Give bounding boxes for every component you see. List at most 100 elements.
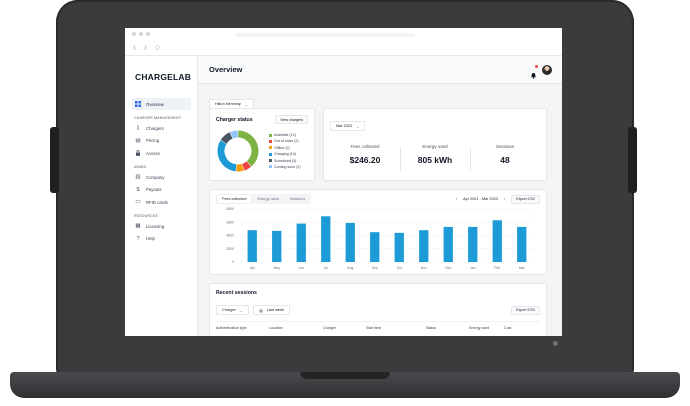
window-dot-icon[interactable]	[139, 32, 143, 36]
legend-swatch	[269, 133, 272, 137]
sidebar-item-label: Licensing	[146, 223, 165, 229]
fees-bar-chart: $400 $300 $200 $100 0 Apr May Jun Jul Aug Sep Oct No…	[226, 207, 534, 270]
tab-energy-used[interactable]: Energy used	[257, 197, 279, 201]
x-tick-label: May	[274, 266, 281, 270]
charger-status-title: Charger status	[216, 116, 253, 123]
notification-badge	[535, 65, 538, 68]
bar-oct[interactable]	[394, 232, 404, 262]
window-dot-icon[interactable]	[132, 32, 136, 36]
month-select[interactable]: Mar 2023 ⌄	[330, 121, 366, 131]
bar-may[interactable]	[272, 230, 282, 262]
legend-item: Scheduled (3)	[269, 157, 301, 163]
bar-nov[interactable]	[419, 230, 429, 262]
usage-chart-card: Fees collected Energy used Sessions ‹ Ap…	[209, 189, 547, 275]
sidebar-item-label: Chargers	[146, 125, 164, 131]
nav-section-heading: RESOURCES	[134, 214, 158, 218]
sidebar-item-rfid-cards[interactable]: ▭ RFID cards	[132, 196, 191, 208]
bar-aug[interactable]	[345, 222, 355, 262]
sidebar: CHARGELAB Overview CHARGER MANAGEMENT ▯ …	[125, 56, 198, 336]
sidebar-item-help[interactable]: ? Help	[132, 233, 191, 245]
building-icon: ▥	[135, 174, 141, 180]
previous-range-button[interactable]: ‹	[455, 197, 458, 201]
grid-icon	[135, 101, 141, 107]
y-tick-label: $200	[226, 234, 234, 238]
donut-segment	[236, 163, 244, 172]
table-column-header[interactable]: Energy used	[469, 326, 490, 330]
sidebar-item-pricing[interactable]: ▤ Pricing	[132, 135, 191, 147]
bar-dec[interactable]	[443, 226, 453, 262]
back-arrow-icon[interactable]: ‹	[133, 42, 136, 52]
table-column-header[interactable]: Location	[269, 326, 283, 330]
brand-name: CHARGELAB	[135, 71, 192, 82]
bar-sep[interactable]	[370, 232, 380, 262]
notifications-button[interactable]	[530, 65, 538, 79]
sidebar-item-licensing[interactable]: ▦ Licensing	[132, 220, 191, 232]
y-tick-label: $300	[226, 220, 234, 224]
forward-arrow-icon[interactable]: ›	[144, 42, 147, 52]
top-bar-actions	[530, 64, 552, 79]
sidebar-item-label: Overview	[146, 101, 164, 107]
period-filter-select[interactable]: ▦ Last week	[253, 305, 290, 315]
table-column-header[interactable]: Start time	[366, 326, 382, 330]
charger-icon: ▯	[136, 125, 140, 131]
sidebar-item-access[interactable]: Access	[132, 147, 191, 159]
donut-segment	[242, 161, 252, 171]
metric-label: Energy used	[422, 144, 448, 149]
metric-label: Fees collected	[350, 144, 380, 149]
bar-mar[interactable]	[517, 226, 527, 262]
table-column-header[interactable]: Cost	[504, 326, 512, 330]
x-tick-label: Dec	[445, 266, 451, 270]
laptop-hinge-right	[628, 127, 637, 193]
y-tick-label: $100	[226, 247, 234, 251]
browser-toolbar: ‹ › ○	[125, 28, 562, 56]
next-range-button[interactable]: ›	[503, 197, 506, 201]
card-icon: ▭	[135, 199, 141, 205]
bar-apr[interactable]	[247, 230, 257, 262]
window-dot-icon[interactable]	[146, 32, 150, 36]
sidebar-item-company[interactable]: ▥ Company	[132, 171, 191, 183]
avatar[interactable]	[542, 64, 552, 75]
browser-nav: ‹ › ○	[133, 42, 160, 52]
sidebar-item-label: Company	[146, 174, 165, 180]
x-tick-label: Jun	[299, 266, 305, 270]
date-range-label: Apr 2021 - Mar 2023	[463, 197, 498, 201]
bar-jun[interactable]	[296, 223, 306, 262]
sidebar-item-label: Access	[146, 150, 160, 156]
browser-tab-strip[interactable]	[235, 33, 415, 37]
bar-jan[interactable]	[468, 226, 478, 262]
nav-section-heading: CHARGER MANAGEMENT	[134, 116, 182, 120]
tab-sessions[interactable]: Sessions	[289, 197, 306, 201]
sidebar-item-label: Payouts	[146, 187, 162, 192]
legend-item: Charging (10)	[269, 151, 301, 157]
calendar-icon: ▦	[259, 307, 263, 313]
sessions-export-csv-button[interactable]: Export CSV	[511, 305, 540, 315]
x-tick-label: Aug	[347, 266, 353, 270]
sidebar-item-chargers[interactable]: ▯ Chargers	[132, 122, 191, 134]
chevron-down-icon: ⌄	[356, 123, 360, 129]
reload-icon[interactable]: ○	[155, 42, 161, 52]
laptop-hinge-left	[50, 127, 59, 193]
sidebar-item-overview[interactable]: Overview	[132, 98, 191, 110]
bar-feb[interactable]	[492, 220, 502, 262]
export-csv-button[interactable]: Export CSV	[511, 194, 540, 204]
x-tick-label: Oct	[397, 266, 402, 270]
table-column-header[interactable]: Authentication type	[216, 326, 247, 330]
metric-value: 48	[500, 155, 510, 165]
legend-label: Available (12)	[274, 133, 296, 138]
legend-swatch	[269, 165, 272, 169]
metric-value: $246.20	[349, 155, 381, 165]
charger-filter-select[interactable]: Charger ⌄	[216, 305, 250, 315]
view-chargers-button[interactable]: View chargers	[275, 115, 308, 124]
legend-swatch	[269, 139, 272, 143]
table-column-header[interactable]: Charger	[323, 326, 336, 330]
brand-logo[interactable]: CHARGELAB	[132, 70, 191, 83]
table-column-header[interactable]: Status	[426, 326, 437, 330]
legend-swatch	[269, 152, 272, 156]
tab-fees-collected[interactable]: Fees collected	[217, 195, 252, 203]
sidebar-item-label: RFID cards	[146, 199, 168, 205]
charger-filter-value: Charger	[222, 308, 236, 312]
x-tick-label: Nov	[421, 266, 427, 270]
sidebar-item-payouts[interactable]: $ Payouts	[132, 184, 191, 196]
y-tick-label: $400	[226, 207, 234, 211]
bar-jul[interactable]	[321, 216, 331, 262]
